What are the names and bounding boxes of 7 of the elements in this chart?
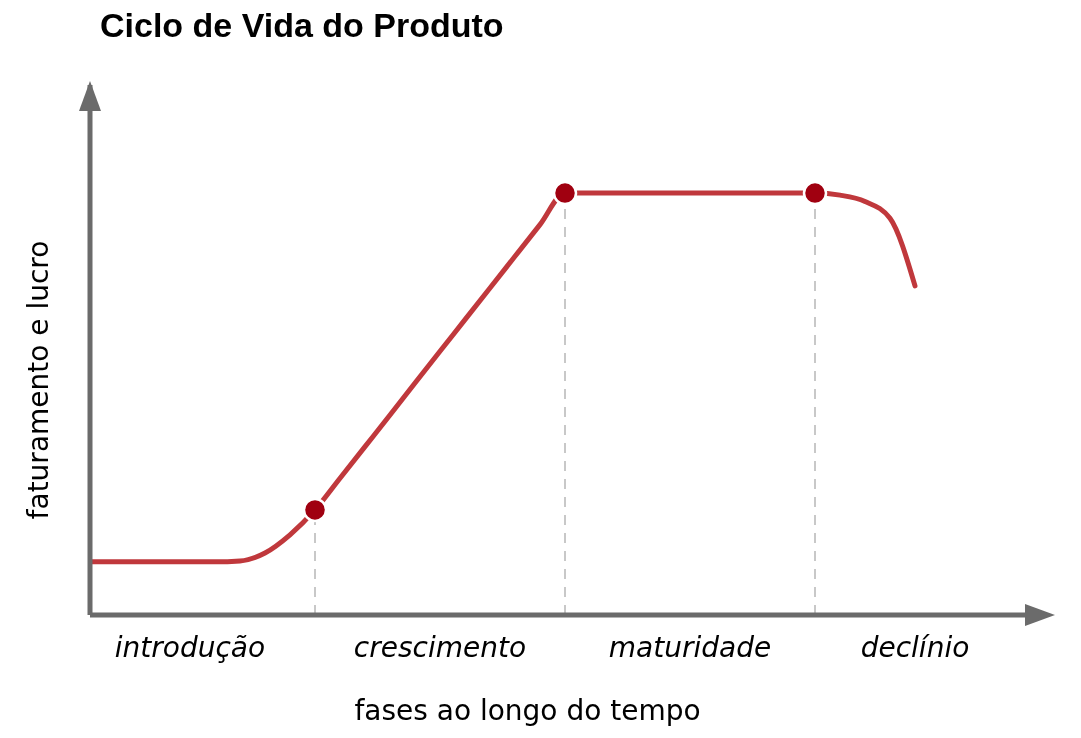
x-tick-label: introdução <box>114 630 266 664</box>
y-axis-title: faturamento e lucro <box>22 240 55 520</box>
x-tick-label: crescimento <box>353 630 527 664</box>
x-axis-title: fases ao longo do tempo <box>354 694 701 727</box>
x-tick-label: maturidade <box>608 630 772 664</box>
x-tick-label: declínio <box>860 630 970 664</box>
chart-title: Ciclo de Vida do Produto <box>100 6 504 45</box>
